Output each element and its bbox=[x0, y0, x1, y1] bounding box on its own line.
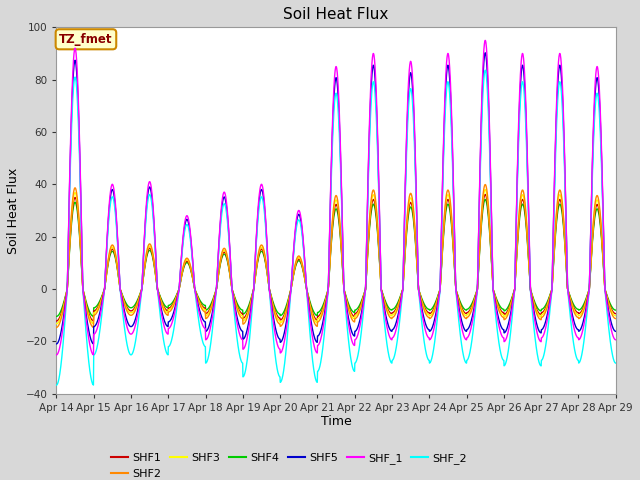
Line: SHF_2: SHF_2 bbox=[56, 70, 616, 385]
SHF2 bbox=[578, 312, 586, 318]
SHF5 bbox=[209, 310, 216, 315]
Bar bbox=[56, 132, 616, 184]
Line: SHF1: SHF1 bbox=[56, 194, 616, 321]
SHF_1 bbox=[352, 336, 360, 342]
SHF1 bbox=[365, 239, 372, 245]
SHF5 bbox=[352, 327, 360, 333]
SHF_2 bbox=[612, 360, 620, 366]
SHF3 bbox=[578, 309, 586, 315]
SHF2 bbox=[563, 265, 570, 271]
SHF2 bbox=[352, 315, 360, 321]
SHF3 bbox=[499, 312, 507, 317]
Line: SHF3: SHF3 bbox=[56, 190, 616, 324]
SHF5 bbox=[365, 168, 372, 174]
SHF1 bbox=[209, 300, 216, 306]
Line: SHF5: SHF5 bbox=[56, 53, 616, 344]
SHF1 bbox=[52, 318, 60, 324]
SHF_2 bbox=[563, 242, 570, 248]
SHF4 bbox=[612, 307, 620, 313]
Bar bbox=[56, 0, 616, 27]
Bar bbox=[56, 27, 616, 80]
SHF4 bbox=[365, 241, 372, 247]
SHF5 bbox=[563, 239, 570, 244]
SHF4 bbox=[209, 298, 216, 303]
SHF5 bbox=[578, 323, 586, 329]
SHF_1 bbox=[209, 314, 216, 320]
SHF_2 bbox=[52, 382, 60, 388]
Y-axis label: Soil Heat Flux: Soil Heat Flux bbox=[7, 168, 20, 253]
SHF4 bbox=[52, 313, 60, 319]
SHF_2 bbox=[209, 327, 216, 333]
SHF1 bbox=[578, 308, 586, 313]
SHF2 bbox=[499, 314, 507, 320]
SHF_2 bbox=[352, 359, 360, 364]
Legend: SHF1, SHF2, SHF3, SHF4, SHF5, SHF_1, SHF_2: SHF1, SHF2, SHF3, SHF4, SHF5, SHF_1, SHF… bbox=[107, 449, 472, 480]
SHF_1 bbox=[365, 162, 372, 168]
SHF1 bbox=[481, 192, 489, 197]
SHF5 bbox=[612, 328, 620, 334]
Bar bbox=[56, 341, 616, 394]
SHF3 bbox=[352, 312, 360, 318]
SHF3 bbox=[209, 301, 216, 307]
SHF4 bbox=[563, 268, 570, 274]
SHF3 bbox=[52, 321, 60, 326]
SHF1 bbox=[352, 310, 360, 316]
Title: Soil Heat Flux: Soil Heat Flux bbox=[284, 7, 388, 22]
SHF_1 bbox=[563, 236, 570, 242]
SHF3 bbox=[365, 237, 372, 242]
SHF_2 bbox=[481, 67, 489, 73]
Bar bbox=[56, 289, 616, 341]
SHF_2 bbox=[365, 177, 372, 183]
SHF5 bbox=[499, 326, 507, 332]
SHF1 bbox=[499, 310, 507, 315]
SHF4 bbox=[352, 307, 360, 312]
SHF1 bbox=[612, 311, 620, 316]
SHF_2 bbox=[499, 357, 507, 362]
SHF_1 bbox=[52, 352, 60, 358]
Text: TZ_fmet: TZ_fmet bbox=[59, 33, 113, 46]
SHF2 bbox=[365, 234, 372, 240]
SHF5 bbox=[52, 341, 60, 347]
Line: SHF_1: SHF_1 bbox=[56, 40, 616, 355]
SHF4 bbox=[481, 197, 489, 203]
SHF5 bbox=[481, 50, 489, 56]
SHF3 bbox=[481, 187, 489, 192]
SHF_1 bbox=[578, 330, 586, 336]
SHF_2 bbox=[578, 350, 586, 356]
SHF3 bbox=[612, 313, 620, 319]
SHF2 bbox=[52, 324, 60, 330]
SHF2 bbox=[481, 181, 489, 187]
Line: SHF4: SHF4 bbox=[56, 200, 616, 316]
SHF2 bbox=[612, 316, 620, 322]
SHF2 bbox=[209, 302, 216, 308]
X-axis label: Time: Time bbox=[321, 415, 351, 429]
SHF4 bbox=[578, 304, 586, 310]
SHF4 bbox=[499, 306, 507, 312]
SHF3 bbox=[563, 266, 570, 272]
Bar bbox=[56, 184, 616, 237]
SHF_1 bbox=[481, 37, 489, 43]
Line: SHF2: SHF2 bbox=[56, 184, 616, 327]
SHF1 bbox=[563, 267, 570, 273]
SHF_1 bbox=[499, 335, 507, 340]
Bar bbox=[56, 80, 616, 132]
SHF_1 bbox=[612, 337, 620, 343]
Bar bbox=[56, 237, 616, 289]
